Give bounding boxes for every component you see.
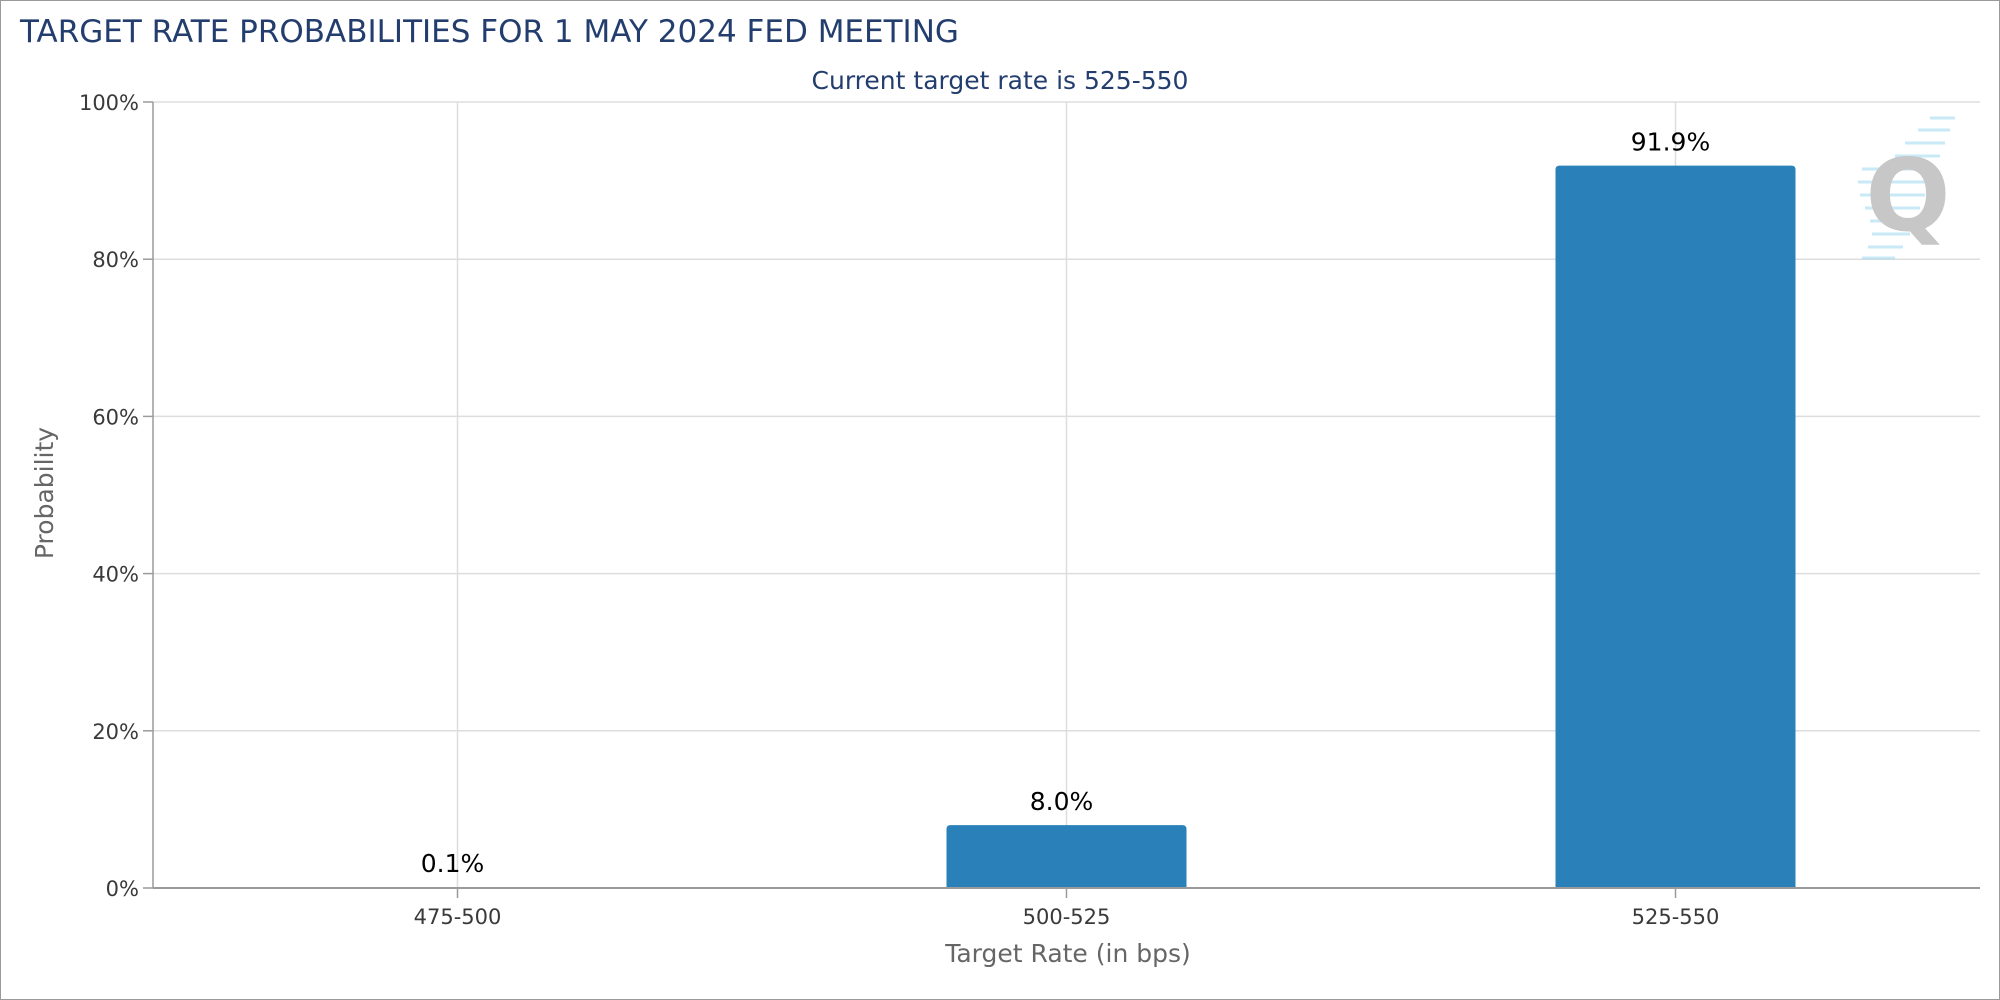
watermark-letter: Q: [1865, 137, 1950, 254]
data-label-475-500: 0.1%: [421, 849, 485, 878]
y-tick-label: 40%: [92, 563, 139, 587]
y-tick-label: 60%: [92, 405, 139, 429]
y-axis-ticks: 0% 20% 40% 60% 80% 100%: [79, 91, 153, 901]
x-axis-title: Target Rate (in bps): [944, 939, 1191, 968]
chart-title: TARGET RATE PROBABILITIES FOR 1 MAY 2024…: [19, 14, 959, 50]
y-axis-title: Probability: [30, 427, 59, 559]
watermark-speed-lines: [1858, 116, 1955, 260]
data-labels: 0.1% 8.0% 91.9%: [421, 128, 1710, 879]
x-tick-label: 500-525: [1023, 905, 1111, 929]
data-label-525-550: 91.9%: [1631, 128, 1710, 157]
y-tick-label: 100%: [79, 91, 139, 115]
x-axis-ticks: 475-500 500-525 525-550: [153, 887, 1980, 929]
watermark-logo: Q: [1858, 116, 1955, 260]
x-tick-label: 475-500: [414, 905, 502, 929]
data-label-500-525: 8.0%: [1030, 787, 1094, 816]
bar-525-550: [1555, 165, 1796, 888]
y-tick-label: 20%: [92, 720, 139, 744]
bar-500-525: [946, 825, 1187, 888]
bars: [946, 165, 1796, 888]
y-tick-label: 0%: [106, 877, 139, 901]
chart-subtitle: Current target rate is 525-550: [812, 66, 1189, 95]
y-tick-label: 80%: [92, 248, 139, 272]
x-tick-label: 525-550: [1632, 905, 1720, 929]
